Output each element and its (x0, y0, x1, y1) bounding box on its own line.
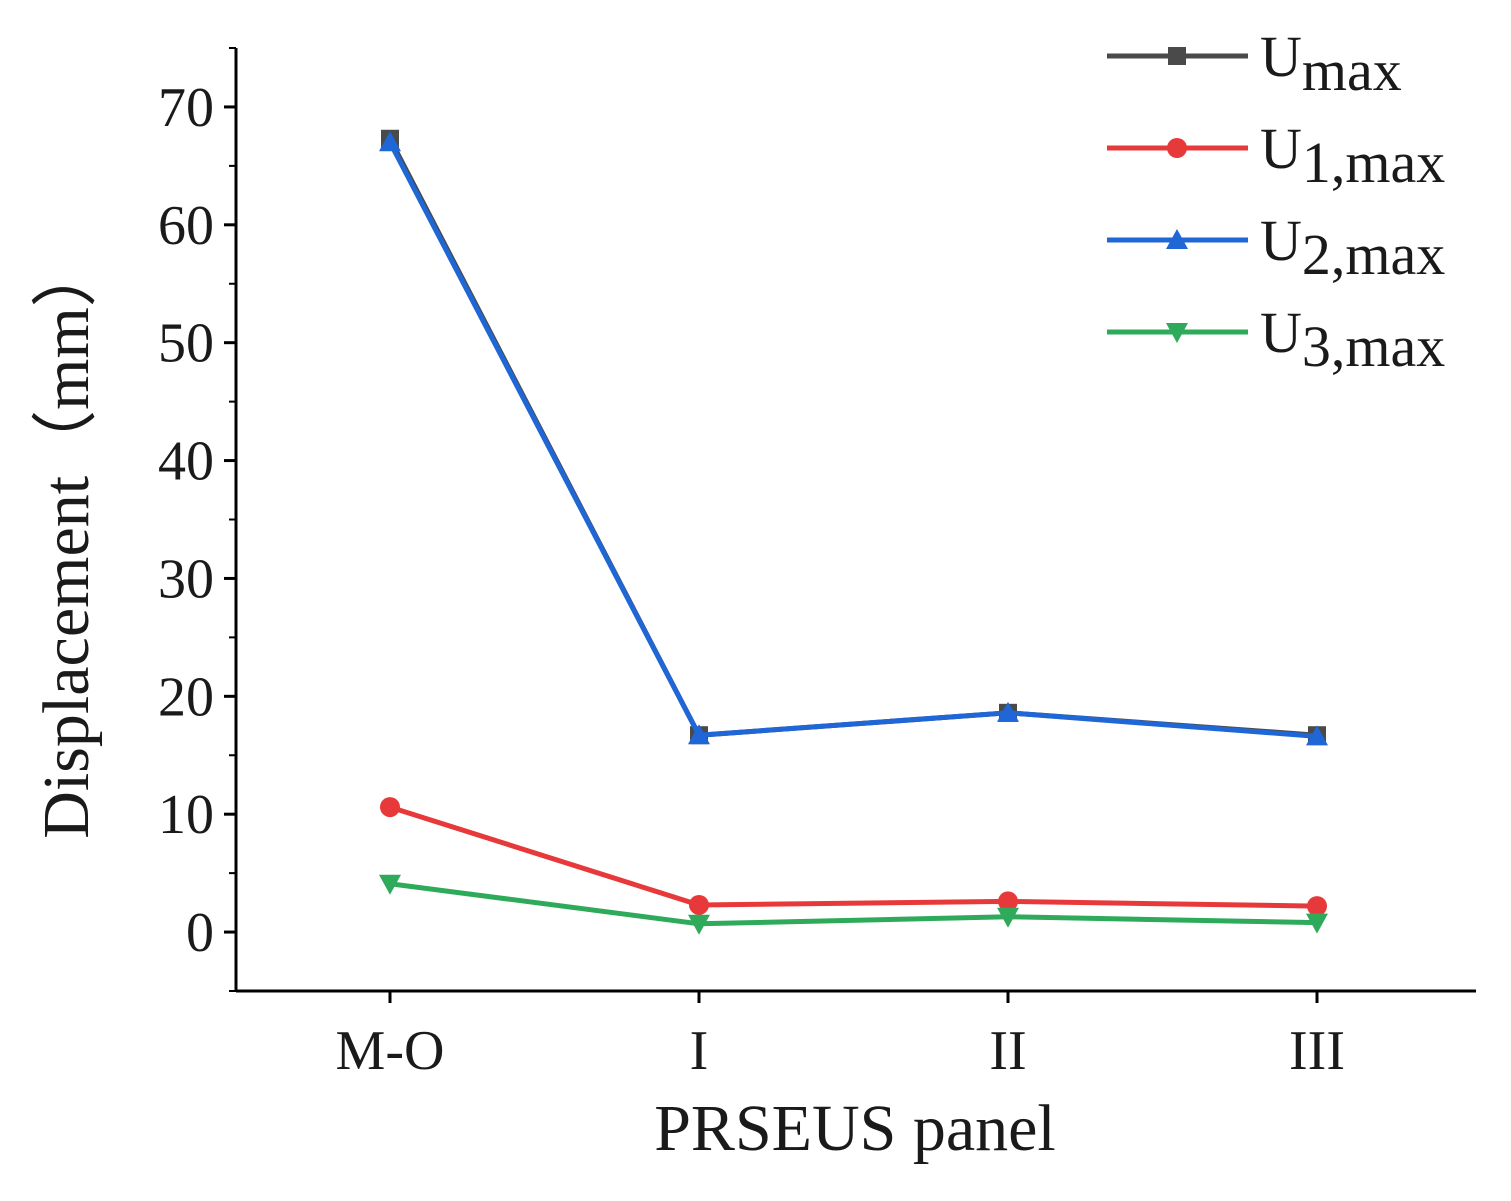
data-point (379, 131, 401, 152)
legend-item: U3,max (1107, 300, 1445, 379)
legend-label: U3,max (1260, 300, 1445, 379)
legend-item: Umax (1107, 24, 1402, 103)
legend: Umax U1,max U2,max U3,max (1107, 24, 1445, 379)
x-axis-title: PRSEUS panel (654, 1092, 1056, 1165)
legend-swatch-marker (1166, 323, 1188, 343)
data-point (997, 907, 1019, 928)
legend-label: Umax (1260, 24, 1402, 103)
data-point (1306, 913, 1328, 934)
series-line (387, 141, 1318, 739)
data-point (689, 894, 709, 915)
legend-swatch-marker (1167, 138, 1187, 158)
data-point (379, 874, 401, 895)
data-point (1307, 896, 1327, 917)
legend-label: U2,max (1260, 208, 1445, 287)
legend-label: U1,max (1260, 116, 1445, 195)
series-layer (379, 129, 1328, 935)
legend-item: U1,max (1107, 116, 1445, 195)
y-tick-label: 60 (158, 195, 214, 257)
y-tick-label: 30 (158, 548, 214, 610)
x-tick-label: M-O (336, 1020, 445, 1082)
series-line (389, 804, 1318, 909)
y-tick-label: 0 (186, 902, 214, 964)
y-tick-label: 40 (158, 431, 214, 493)
data-point (688, 724, 710, 745)
data-point (997, 701, 1019, 722)
y-axis-title: Displacement（mm） (30, 241, 103, 839)
series-u1-max (380, 797, 1327, 917)
legend-item: U2,max (1107, 208, 1445, 287)
y-tick-label: 50 (158, 313, 214, 375)
data-point (998, 891, 1018, 912)
y-tick-label: 20 (158, 666, 214, 728)
y-tick-label: 10 (158, 784, 214, 846)
series-line (389, 881, 1318, 927)
series-u3-max (379, 874, 1328, 935)
series-line (387, 137, 1318, 738)
series-u2-max (379, 131, 1328, 746)
y-tick-label: 70 (158, 77, 214, 139)
legend-swatch-marker (1166, 229, 1188, 249)
data-point (380, 797, 400, 818)
x-tick-label: II (989, 1020, 1026, 1082)
legend-swatch-marker (1168, 47, 1186, 65)
series-umax (381, 129, 1326, 745)
x-tick-label: III (1289, 1020, 1345, 1082)
data-point (1306, 725, 1328, 746)
data-point (688, 914, 710, 935)
x-tick-label: I (690, 1020, 709, 1082)
